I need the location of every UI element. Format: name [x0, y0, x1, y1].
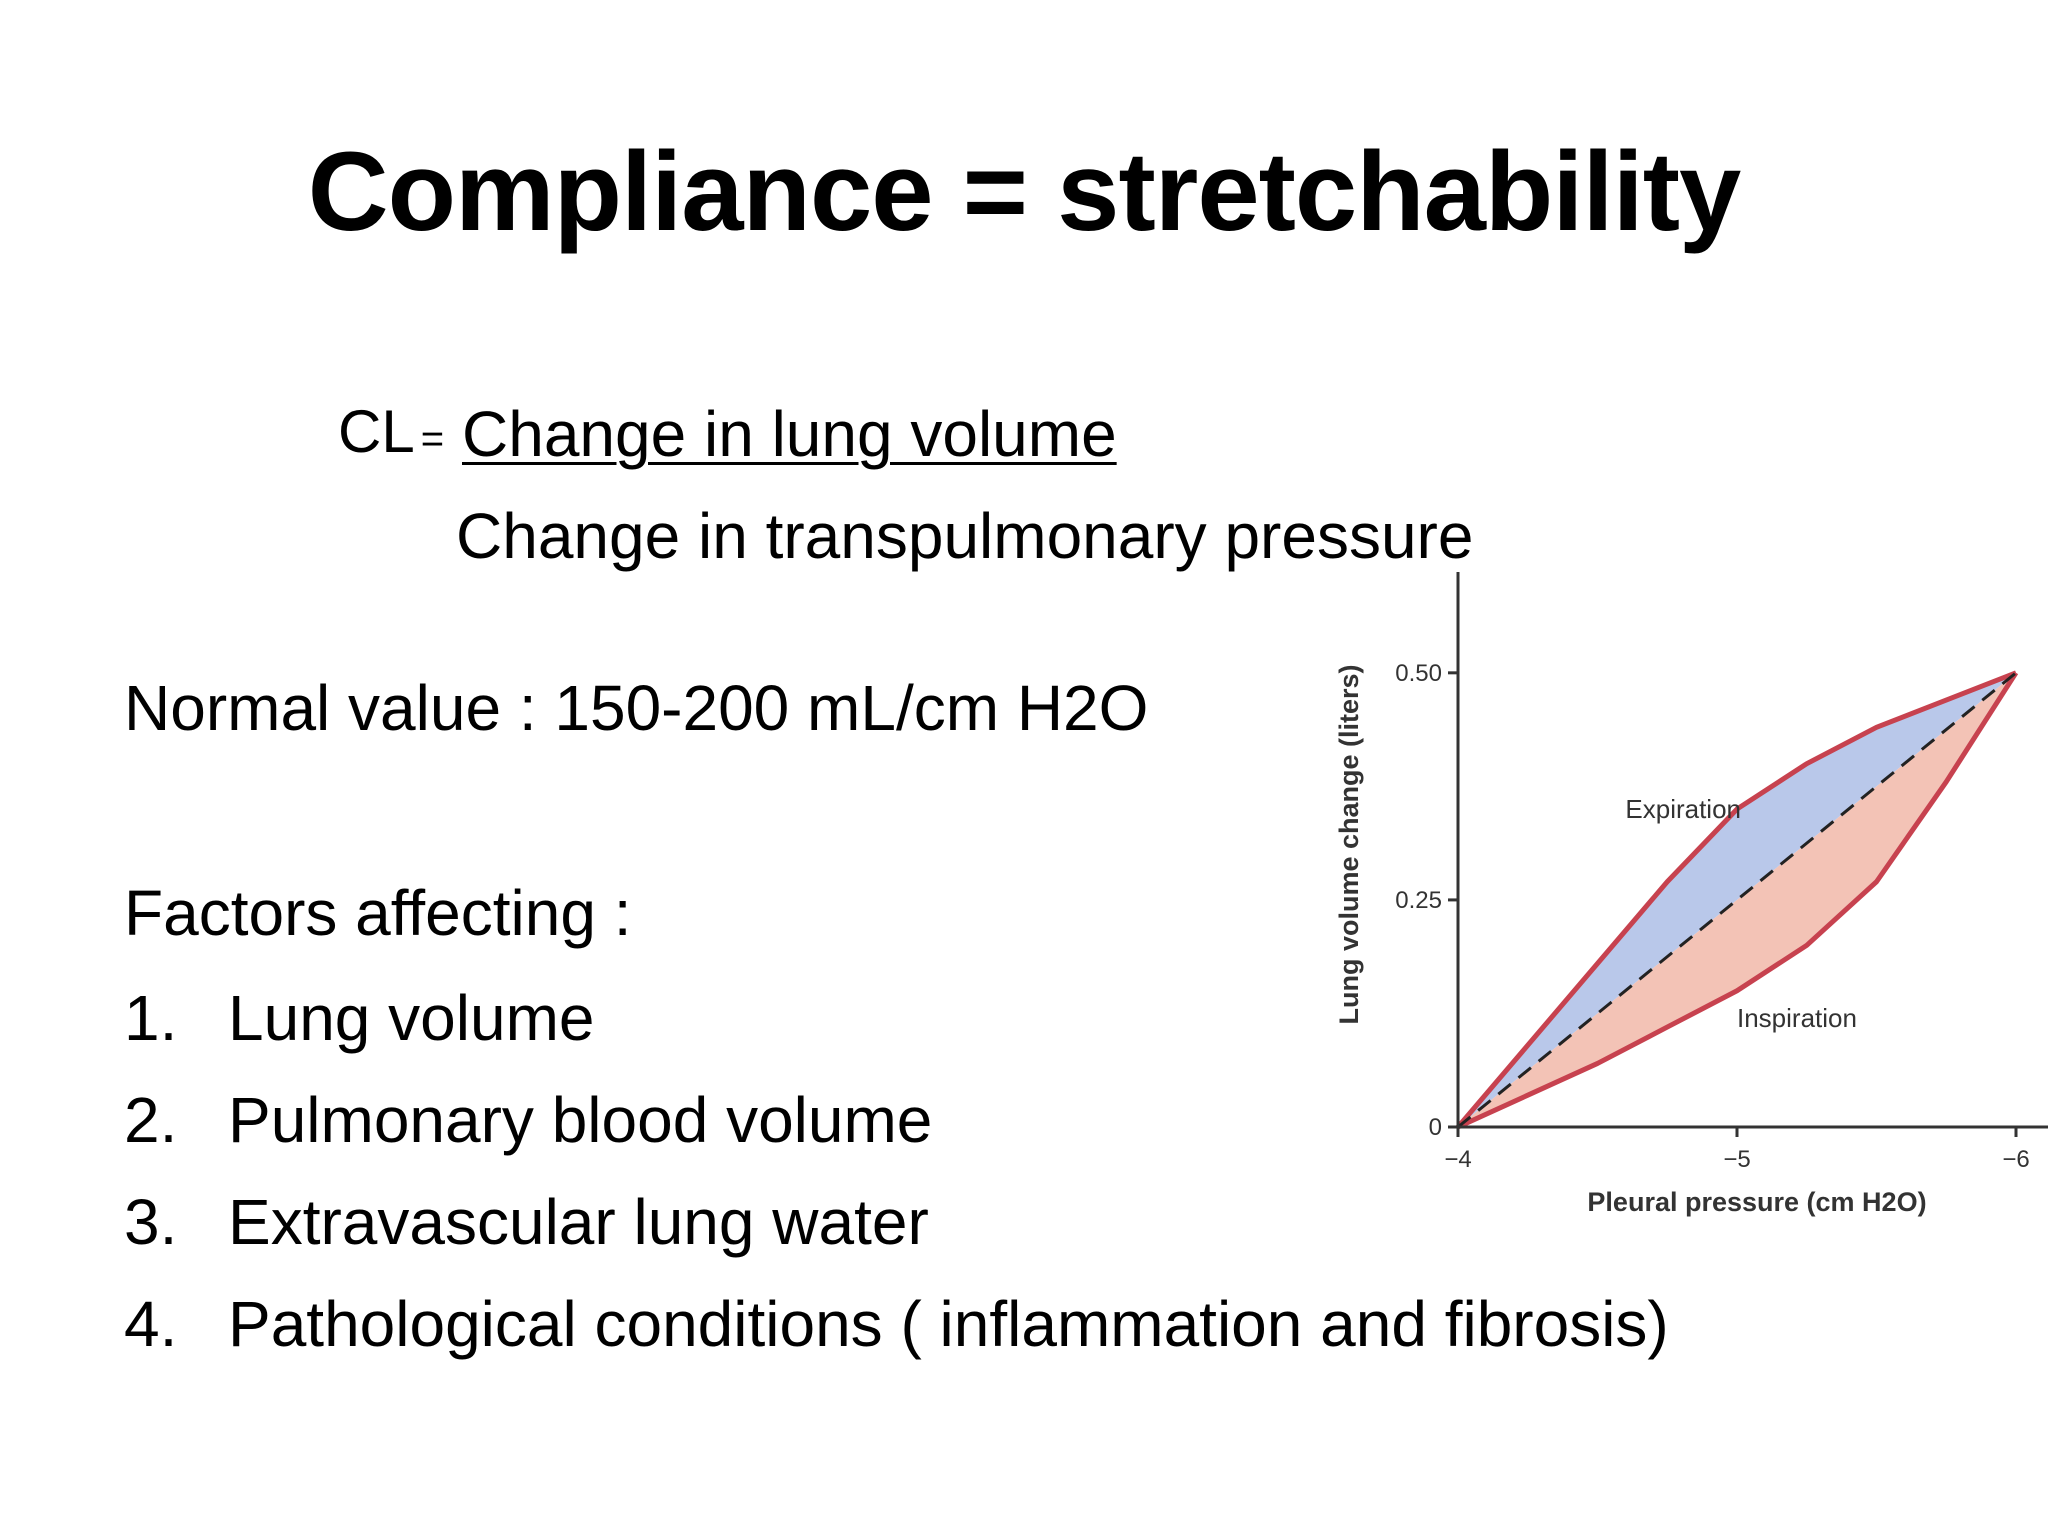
- list-text: Pathological conditions ( inflammation a…: [228, 1288, 1669, 1360]
- formula-symbol: CL: [338, 398, 415, 465]
- inspiration-annotation: Inspiration: [1737, 1003, 1857, 1033]
- y-tick-label: 0.50: [1395, 660, 1442, 687]
- list-number: 2.: [124, 1084, 178, 1156]
- y-tick-label: 0: [1429, 1114, 1442, 1141]
- expiration-annotation: Expiration: [1625, 794, 1741, 824]
- formula-equals: =: [420, 417, 445, 461]
- list-text: Pulmonary blood volume: [228, 1084, 933, 1156]
- expiration-area: [1458, 672, 2016, 1127]
- y-axis-label: Lung volume change (liters): [1334, 664, 1364, 1024]
- list-text: Extravascular lung water: [228, 1186, 929, 1258]
- y-tick-label: 0.25: [1395, 887, 1442, 914]
- factors-list: 1. Lung volume 2. Pulmonary blood volume 3…: [124, 980, 1669, 1388]
- formula-numerator: Change in lung volume: [462, 398, 1117, 470]
- list-item: 1. Lung volume: [124, 980, 1669, 1082]
- x-tick-label: −5: [1723, 1146, 1750, 1173]
- inspiration-curve: [1456, 671, 2019, 1130]
- expiration-curve: [1456, 670, 2017, 1129]
- x-tick-label: −6: [2002, 1146, 2029, 1173]
- list-item: 2. Pulmonary blood volume: [124, 1082, 1669, 1184]
- x-tick-label: −4: [1444, 1146, 1471, 1173]
- list-item: 3. Extravascular lung water: [124, 1184, 1669, 1286]
- list-item: 4. Pathological conditions ( inflammation…: [124, 1286, 1669, 1388]
- formula-lhs: CL =: [338, 396, 452, 468]
- compliance-chart: 0 0.25 0.50 −4 −5 −6 Expiration Inspiration Pleu…: [1300, 570, 2048, 1250]
- chart-svg: 0 0.25 0.50 −4 −5 −6 Expiration Inspiration Pleu…: [1334, 572, 2048, 1217]
- slide-title: Compliance = stretchability: [307, 129, 1742, 254]
- formula-denominator: Change in transpulmonary pressure: [456, 500, 1474, 572]
- list-number: 4.: [124, 1288, 178, 1360]
- list-number: 1.: [124, 982, 178, 1054]
- list-text: Lung volume: [228, 982, 595, 1054]
- compliance-dashed-line: [1457, 671, 2017, 1129]
- factors-heading: Factors affecting :: [124, 877, 632, 949]
- inspiration-area: [1458, 672, 2016, 1127]
- normal-value-text: Normal value : 150-200 mL/cm H2O: [124, 672, 1149, 744]
- x-axis-label: Pleural pressure (cm H2O): [1587, 1187, 1926, 1217]
- list-number: 3.: [124, 1186, 178, 1258]
